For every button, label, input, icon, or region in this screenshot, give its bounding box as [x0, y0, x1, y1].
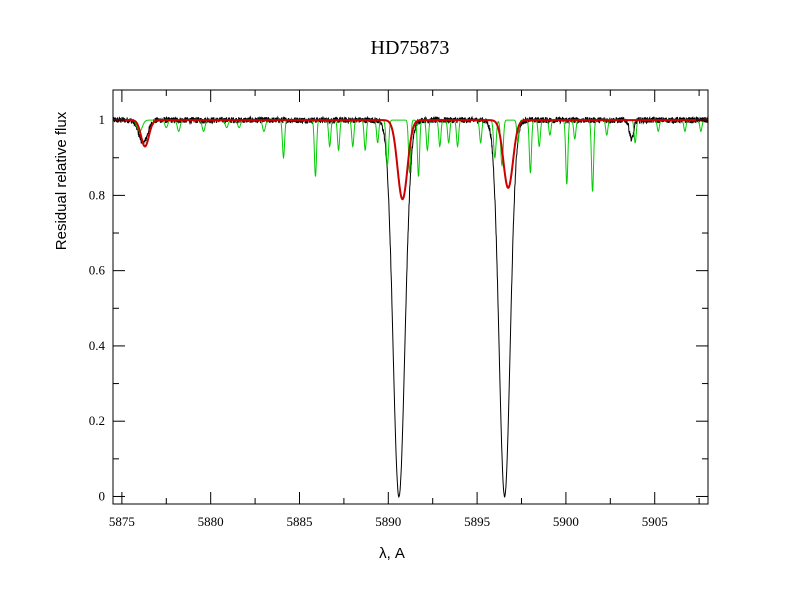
axis-ticks	[113, 90, 708, 504]
y-tick-label: 0	[99, 488, 106, 503]
y-tick-label: 1	[99, 112, 106, 127]
y-tick-label: 0.4	[89, 338, 106, 353]
x-tick-label: 5900	[553, 514, 579, 529]
x-tick-label: 5890	[375, 514, 401, 529]
plot-frame	[112, 89, 709, 505]
y-tick-label: 0.6	[89, 263, 106, 278]
y-tick-labels: 0 0.2 0.4 0.6 0.8 1	[89, 112, 106, 503]
x-tick-label: 5885	[286, 514, 312, 529]
x-tick-label: 5895	[464, 514, 490, 529]
series-line-3	[113, 119, 708, 201]
y-axis-label: Residual relative flux	[53, 111, 70, 250]
x-tick-label: 5875	[109, 514, 135, 529]
y-tick-label: 0.2	[89, 413, 105, 428]
y-tick-label: 0.8	[89, 187, 105, 202]
x-axis-label: λ, A	[379, 545, 405, 562]
series-layer	[113, 115, 708, 498]
x-tick-label: 5880	[198, 514, 224, 529]
chart-title: HD75873	[371, 37, 450, 59]
x-tick-label: 5905	[642, 514, 668, 529]
series-line-1	[113, 115, 708, 498]
x-tick-labels: 5875 5880 5885 5890 5895 5900 5905	[109, 514, 668, 529]
